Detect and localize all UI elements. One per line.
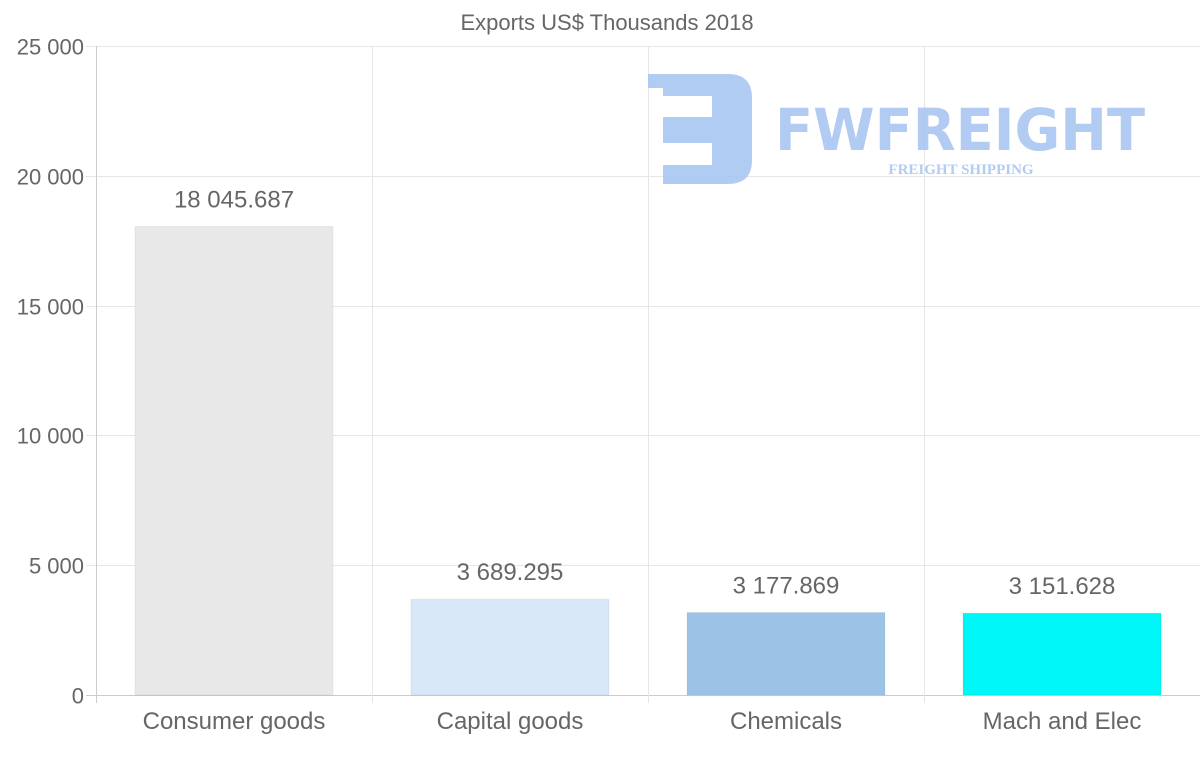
watermark-tagline: FREIGHT SHIPPING xyxy=(888,162,1033,178)
bar-mach-and-elec xyxy=(962,612,1162,696)
data-label: 18 045.687 xyxy=(174,187,294,214)
data-label: 3 151.628 xyxy=(1009,573,1116,600)
x-tick-label: Consumer goods xyxy=(143,708,326,735)
x-tick-label: Chemicals xyxy=(730,708,842,735)
logo-mark-icon xyxy=(648,74,752,184)
y-tick-label: 10 000 xyxy=(17,424,84,449)
data-label: 3 689.295 xyxy=(457,559,564,586)
y-tick-label: 25 000 xyxy=(17,35,84,60)
bar-consumer-goods xyxy=(134,226,334,696)
bar-capital-goods xyxy=(410,598,610,696)
chart-title: Exports US$ Thousands 2018 xyxy=(460,10,753,35)
x-tick-label: Capital goods xyxy=(437,708,584,735)
data-label: 3 177.869 xyxy=(733,573,840,600)
bar-chemicals xyxy=(686,612,886,696)
y-tick-label: 15 000 xyxy=(17,295,84,320)
x-tick-label: Mach and Elec xyxy=(983,708,1142,735)
y-tick-label: 0 xyxy=(72,684,84,709)
y-tick-label: 5 000 xyxy=(29,554,84,579)
watermark-brand: FWFREIGHT xyxy=(775,96,1145,164)
y-tick-label: 20 000 xyxy=(17,165,84,190)
